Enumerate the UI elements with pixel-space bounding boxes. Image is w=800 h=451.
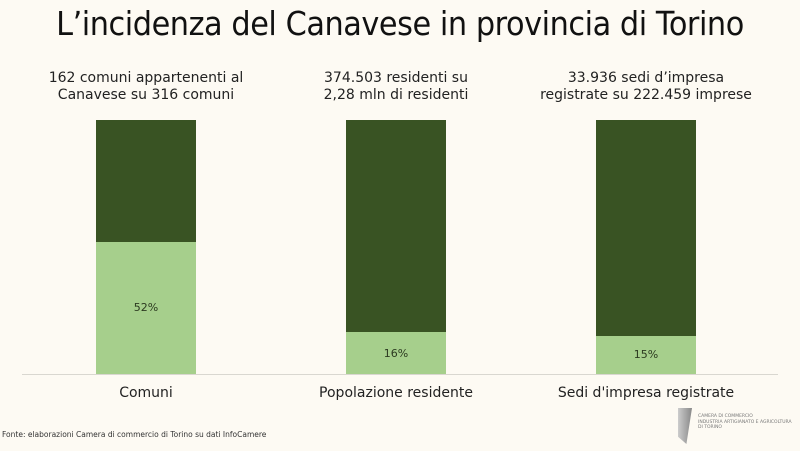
logo-line: INDUSTRIA ARTIGIANATO E AGRICOLTURA [698, 419, 792, 425]
subtitle-line: 162 comuni appartenenti al [48, 70, 244, 86]
logo-mark-icon [678, 408, 692, 444]
chamber-of-commerce-logo: CAMERA DI COMMERCIO INDUSTRIA ARTIGIANAT… [678, 408, 798, 446]
bar-segment-canavese: 52% [96, 241, 196, 374]
subtitle-line: 374.503 residenti su [324, 70, 468, 86]
logo-line: DI TORINO [698, 425, 722, 430]
bar-comuni: 52% [96, 120, 196, 374]
subtitle-line: Canavese su 316 comuni [57, 87, 235, 103]
bar-popolazione: 16% [346, 120, 446, 374]
logo-line: CAMERA DI COMMERCIO [698, 414, 753, 419]
subtitle-imprese: 33.936 sedi d’impresa registrate su 222.… [516, 70, 776, 104]
category-label: Comuni [119, 385, 173, 401]
category-label: Popolazione residente [319, 385, 473, 401]
subtitle-comuni: 162 comuni appartenenti al Canavese su 3… [16, 70, 276, 104]
data-label: 16% [383, 346, 409, 360]
subtitle-popolazione: 374.503 residenti su 2,28 mln di residen… [266, 70, 526, 104]
logo-text: CAMERA DI COMMERCIO INDUSTRIA ARTIGIANAT… [698, 414, 792, 431]
x-axis-line [22, 374, 778, 375]
data-label: 15% [633, 348, 659, 362]
category-label: Sedi d'impresa registrate [557, 385, 735, 401]
bar-segment-canavese: 15% [596, 335, 696, 374]
chart-title: L’incidenza del Canavese in provincia di… [56, 4, 744, 43]
bar-segment-canavese: 16% [346, 332, 446, 374]
source-note: Fonte: elaborazioni Camera di commercio … [2, 430, 267, 439]
subtitle-line: 33.936 sedi d’impresa [567, 70, 725, 86]
subtitle-line: registrate su 222.459 imprese [540, 87, 752, 103]
bar-imprese: 15% [596, 120, 696, 374]
data-label: 52% [133, 301, 159, 315]
subtitle-line: 2,28 mln di residenti [323, 87, 469, 103]
